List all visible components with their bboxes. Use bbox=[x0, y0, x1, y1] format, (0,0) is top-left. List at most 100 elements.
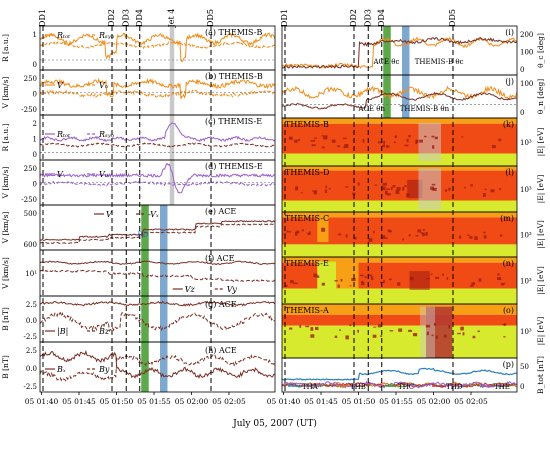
y-tick-label: -250 bbox=[21, 196, 37, 204]
spectrogram-speck bbox=[290, 280, 294, 284]
spectrogram-speck bbox=[300, 192, 303, 194]
spectrogram-speck bbox=[431, 183, 436, 186]
spectrogram-band bbox=[282, 118, 517, 124]
y-tick-label: 0 bbox=[33, 151, 37, 159]
panel-title-f: (f) ACE bbox=[205, 254, 235, 263]
spectrogram-speck bbox=[472, 335, 476, 339]
spectrogram-speck bbox=[497, 273, 500, 276]
spectrogram-themis-e bbox=[282, 257, 517, 304]
v-line bbox=[39, 220, 276, 241]
time-tick-right: 05 02:05 bbox=[454, 397, 488, 406]
spectrogram-speck bbox=[389, 278, 392, 281]
spectrogram-speck bbox=[306, 232, 311, 235]
spectrogram-speck bbox=[391, 186, 393, 191]
spectrogram-speck bbox=[500, 282, 506, 285]
time-tick-left: 05 01:45 bbox=[62, 397, 96, 406]
spectrogram-speck bbox=[372, 230, 375, 234]
spectrogram-speck bbox=[395, 190, 400, 194]
spectrogram-speck bbox=[315, 326, 319, 331]
spectrogram-speck bbox=[297, 139, 301, 141]
y-tick-label: 10³ bbox=[520, 328, 532, 336]
right-green-shade bbox=[383, 26, 391, 118]
spectrogram-speck bbox=[421, 232, 425, 237]
panel-letter-k: (k) bbox=[503, 120, 514, 129]
spectrogram-speck bbox=[431, 334, 434, 337]
spectrogram-speck bbox=[339, 329, 341, 331]
spectrogram-speck bbox=[323, 135, 328, 140]
panel-title-i: (i) bbox=[505, 28, 514, 37]
spectrogram-speck bbox=[448, 325, 451, 329]
spectrogram-speck bbox=[337, 284, 340, 288]
the-line bbox=[281, 380, 517, 389]
y-tick-label: 2.5 bbox=[26, 347, 37, 355]
spectrogram-speck bbox=[293, 282, 298, 285]
panel-title-a: (a) THEMIS-B bbox=[205, 28, 263, 37]
y-axis-label: θ_n [deg] bbox=[536, 79, 545, 114]
spectrogram-speck bbox=[397, 282, 401, 286]
legend-label: THB bbox=[350, 383, 366, 391]
spectrogram-band bbox=[282, 257, 517, 263]
spectrogram-speck bbox=[392, 184, 396, 188]
panel-frame-f bbox=[39, 249, 276, 297]
spectrogram-speck bbox=[283, 233, 287, 235]
plot-panels bbox=[39, 32, 518, 389]
legend-label: THD bbox=[446, 383, 463, 391]
time-tick-right: 05 01:50 bbox=[342, 397, 376, 406]
legend-label: V bbox=[57, 81, 64, 90]
top-marker-label: DD2 bbox=[107, 9, 116, 27]
spectrogram-speck bbox=[460, 326, 464, 331]
spectrogram-speck bbox=[402, 186, 405, 191]
y-tick-label: -2.5 bbox=[24, 383, 38, 391]
spectrogram-speck bbox=[321, 146, 325, 149]
spectrogram-speck bbox=[284, 284, 288, 287]
legend-label: V bbox=[106, 210, 113, 219]
spectrogram-themis-c bbox=[282, 212, 517, 257]
y-tick-label: 0.0 bbox=[26, 317, 37, 325]
y-axis-label: R [a.u.] bbox=[1, 123, 10, 151]
legend-label: Bₓ bbox=[56, 365, 66, 374]
top-marker-label-right: DD2 bbox=[349, 9, 358, 27]
spectrogram-speck bbox=[492, 145, 496, 149]
spectrogram-speck bbox=[324, 189, 328, 193]
v-n-line bbox=[39, 89, 275, 99]
spectrogram-speck bbox=[294, 139, 298, 143]
spectrogram-speck bbox=[412, 333, 418, 337]
legend-label: Vₙ bbox=[99, 170, 108, 179]
y-tick-label: 10³ bbox=[520, 232, 532, 240]
legend-label: THEMIS-B θc bbox=[415, 58, 464, 66]
y-tick-label: 0 bbox=[520, 383, 524, 391]
panel-title-c: (c) THEMIS-E bbox=[205, 117, 262, 126]
spectrogram-speck bbox=[430, 273, 433, 276]
spectrogram-speck bbox=[484, 188, 487, 191]
spectrogram-speck bbox=[331, 139, 336, 143]
spectrogram-speck bbox=[383, 140, 385, 145]
spectrogram-speck bbox=[286, 230, 289, 233]
spectrogram-speck bbox=[483, 193, 486, 197]
spectrogram-speck bbox=[490, 189, 495, 193]
ace-theta-n-line bbox=[281, 91, 517, 110]
r-tot-line bbox=[39, 122, 276, 143]
panel-frames bbox=[39, 25, 518, 393]
time-tick-left: 05 01:55 bbox=[137, 397, 171, 406]
spectrogram-patch bbox=[418, 168, 441, 210]
y-tick-label: 100 bbox=[520, 49, 533, 57]
spectrogram-speck bbox=[370, 276, 374, 281]
top-marker-label-right: DD3 bbox=[363, 9, 372, 27]
y-tick-label: 0 bbox=[33, 181, 37, 189]
spectrogram-speck bbox=[353, 236, 357, 240]
y-tick-label: 200 bbox=[520, 31, 533, 39]
spectrogram-speck bbox=[295, 186, 299, 191]
y-tick-label: 0 bbox=[33, 91, 37, 99]
spectrogram-speck bbox=[503, 336, 506, 338]
y-axis-label: |E| [eV] bbox=[536, 317, 545, 346]
y-tick-label: 10³ bbox=[520, 186, 532, 194]
time-tick-left: 05 01:50 bbox=[100, 397, 134, 406]
spectrogram-speck bbox=[469, 285, 474, 287]
panel-letter-n: (n) bbox=[503, 259, 514, 268]
spectrogram-speck bbox=[345, 234, 348, 238]
spectrogram-speck bbox=[499, 188, 501, 191]
time-tick-right: 05 01:40 bbox=[267, 397, 301, 406]
spectrogram-speck bbox=[430, 186, 435, 190]
spectrogram-speck bbox=[313, 273, 318, 278]
